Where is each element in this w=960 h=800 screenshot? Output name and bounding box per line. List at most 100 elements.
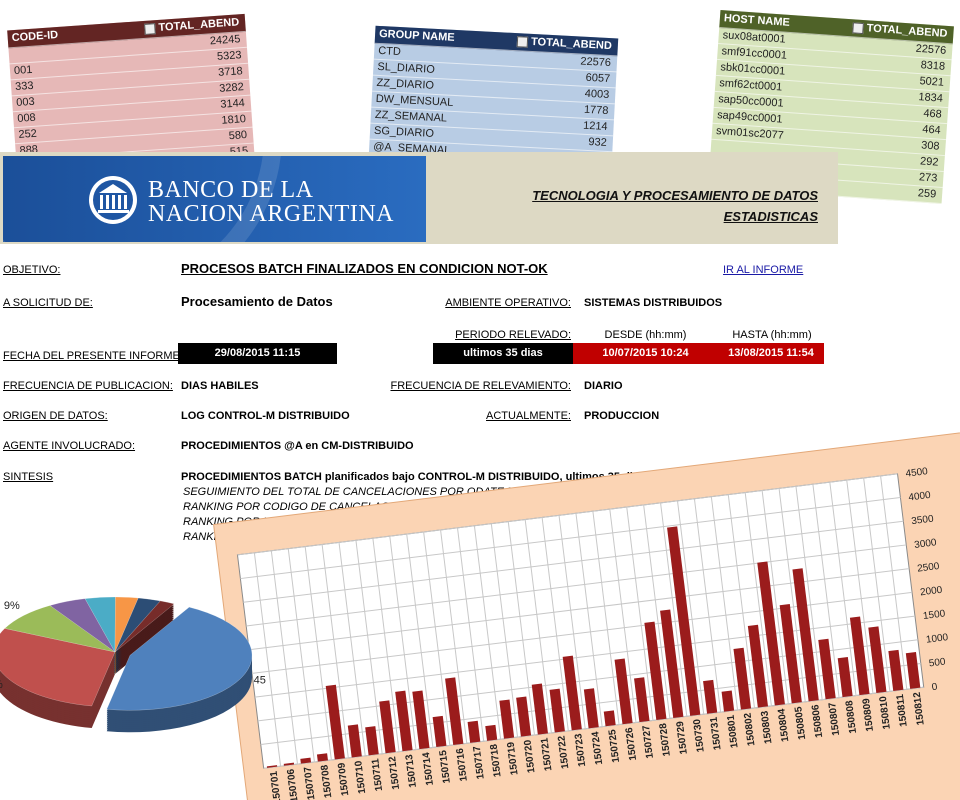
- category-divider: [423, 531, 451, 746]
- category-divider: [355, 540, 383, 754]
- x-tick-label: 150722: [556, 735, 571, 770]
- y-tick-label: 2500: [917, 561, 941, 575]
- bar: [703, 679, 718, 714]
- category-divider: [829, 482, 857, 696]
- bar: [395, 690, 413, 752]
- bar-chart: 0 500 1000 1500 2000 2500 3000 3500 4000 4500 1507…: [213, 428, 960, 800]
- bar: [379, 700, 396, 754]
- category-divider: [846, 479, 874, 694]
- header-band: BANCO DE LA NACION ARGENTINA TECNOLOGIA …: [0, 152, 838, 244]
- column-label: HASTA (hh:mm): [732, 329, 812, 341]
- pie-slice: [106, 606, 253, 711]
- category-divider: [524, 519, 552, 733]
- x-tick-label: 150724: [590, 730, 605, 765]
- category-divider: [456, 527, 485, 742]
- column-label: DESDE (hh:mm): [604, 329, 687, 341]
- x-tick-label: 150812: [912, 691, 927, 726]
- category-divider: [795, 486, 823, 700]
- bar: [300, 757, 312, 764]
- x-tick-label: 150706: [286, 768, 301, 800]
- category-divider: [626, 506, 654, 721]
- x-tick-label: 150810: [878, 695, 893, 730]
- field-label: AGENTE INVOLUCRADO:: [3, 440, 136, 452]
- logo-art: [3, 156, 281, 242]
- x-tick-label: 150708: [319, 764, 334, 799]
- x-tick-label: 150726: [624, 726, 639, 761]
- field-label: A SOLICITUD DE:: [3, 297, 93, 309]
- y-tick-label: 3000: [914, 537, 938, 551]
- field-value: DIARIO: [584, 380, 623, 392]
- grid-line: [243, 520, 904, 603]
- period-from: 10/07/2015 10:24: [602, 347, 689, 359]
- category-divider: [761, 490, 789, 704]
- bar: [347, 724, 362, 758]
- x-tick-label: 150715: [438, 749, 453, 784]
- category-divider: [677, 500, 705, 715]
- field-value: PRODUCCION: [584, 410, 660, 422]
- pie-slice: [0, 628, 116, 707]
- x-tick-label: 150807: [827, 701, 842, 736]
- bar: [603, 710, 616, 727]
- period-to: 13/08/2015 11:54: [728, 347, 814, 359]
- bar: [325, 684, 345, 760]
- slice-label: 9%: [4, 600, 20, 612]
- x-tick-label: 150803: [759, 710, 774, 745]
- x-tick-label: 150802: [742, 712, 757, 747]
- category-divider: [558, 515, 586, 729]
- category-divider: [693, 498, 722, 713]
- category-divider: [744, 492, 772, 706]
- bar: [721, 690, 735, 712]
- bar: [868, 626, 887, 694]
- bar: [667, 526, 701, 716]
- category-divider: [270, 550, 299, 765]
- field-value: SISTEMAS DISTRIBUIDOS: [584, 297, 723, 309]
- x-tick-label: 150720: [522, 739, 537, 774]
- section-title: ESTADISTICAS: [723, 209, 818, 224]
- bar: [365, 726, 379, 756]
- category-divider: [253, 552, 282, 767]
- x-tick-label: 150717: [472, 745, 487, 780]
- x-tick-label: 150801: [726, 714, 741, 749]
- category-divider: [406, 534, 434, 748]
- category-divider: [304, 546, 332, 760]
- category-divider: [880, 475, 908, 690]
- bank-logo: BANCO DE LA NACION ARGENTINA: [3, 156, 426, 242]
- bar: [445, 677, 464, 745]
- category-divider: [338, 542, 366, 756]
- bar: [905, 652, 921, 689]
- category-divider: [287, 548, 315, 763]
- date-box: 29/08/2015 11:15: [178, 343, 337, 364]
- pie-slice: [114, 597, 161, 653]
- bar: [266, 765, 278, 768]
- period-box: [573, 343, 824, 364]
- y-tick-label: 1000: [925, 632, 949, 646]
- bar: [499, 699, 515, 739]
- pie-slice: [114, 600, 175, 653]
- x-tick-label: 150806: [810, 703, 825, 738]
- y-tick-label: 2000: [920, 585, 944, 599]
- x-tick-label: 150718: [489, 743, 504, 778]
- y-tick-label: 4500: [905, 466, 929, 480]
- bar: [467, 720, 481, 743]
- bank-line: BANCO DE LA: [148, 177, 314, 203]
- category-divider: [660, 502, 688, 717]
- x-tick-label: 150712: [387, 755, 402, 790]
- bar: [485, 724, 498, 741]
- category-divider: [389, 536, 417, 750]
- bar: [747, 624, 769, 708]
- pie-chart: 45 29% 9%: [0, 596, 266, 733]
- category-divider: [440, 529, 468, 744]
- category-divider: [473, 525, 502, 740]
- x-tick-label: 150729: [675, 720, 690, 755]
- x-tick-label: 150731: [709, 716, 724, 751]
- field-value: LOG CONTROL-M DISTRIBUIDO: [181, 410, 350, 422]
- bar: [818, 638, 836, 700]
- field-label: AMBIENTE OPERATIVO:: [445, 297, 571, 309]
- report-link[interactable]: IR AL INFORME: [723, 264, 804, 276]
- bar: [283, 762, 295, 766]
- slice-label: 29%: [0, 679, 3, 691]
- bar: [432, 715, 447, 748]
- bar: [562, 655, 582, 731]
- field-label: ORIGEN DE DATOS:: [3, 410, 108, 422]
